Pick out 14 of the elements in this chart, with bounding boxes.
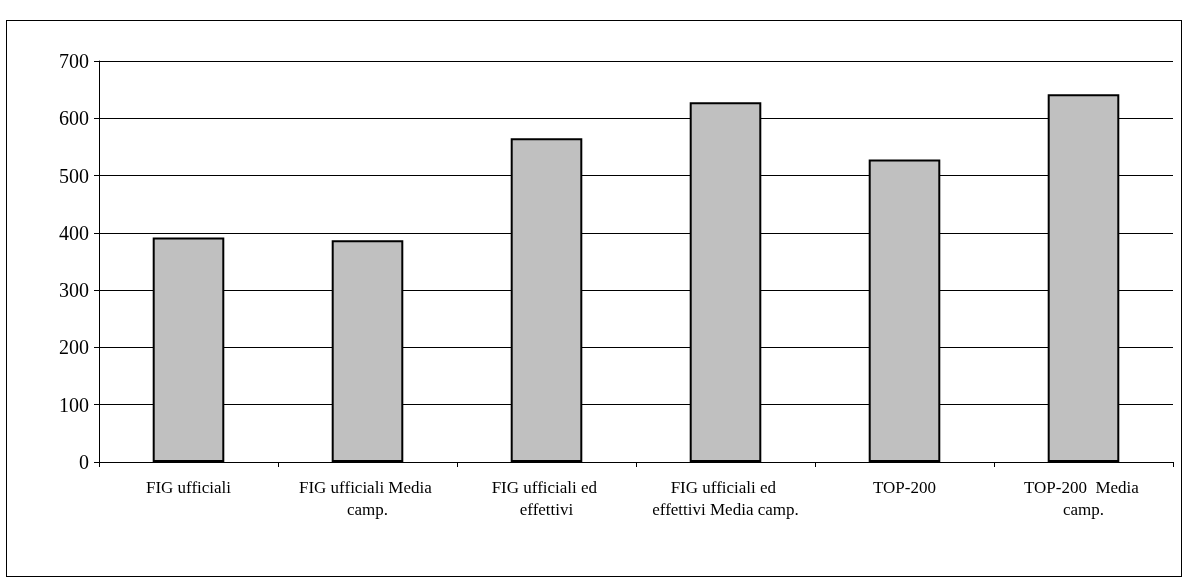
y-tick-label: 0 xyxy=(79,451,89,473)
y-tick-label: 400 xyxy=(59,221,89,244)
y-tick-label: 600 xyxy=(59,107,89,130)
y-tick-label: 700 xyxy=(59,50,89,72)
x-tick-label: TOP-200 xyxy=(873,477,936,497)
y-tick-label: 100 xyxy=(59,393,89,416)
y-tick-label: 200 xyxy=(59,336,89,359)
x-tick-label: TOP-200 Media camp. xyxy=(1023,477,1144,519)
x-tick-label: FIG ufficiali ed effettivi xyxy=(491,477,602,519)
x-tick-label: FIG ufficiali xyxy=(145,477,232,497)
x-tick-label: FIG ufficiali ed effettivi Media camp. xyxy=(652,477,799,519)
y-tick-label: 300 xyxy=(59,279,89,302)
y-tick-label: 500 xyxy=(59,164,89,187)
x-tick-label: FIG ufficiali Media camp. xyxy=(298,477,437,519)
